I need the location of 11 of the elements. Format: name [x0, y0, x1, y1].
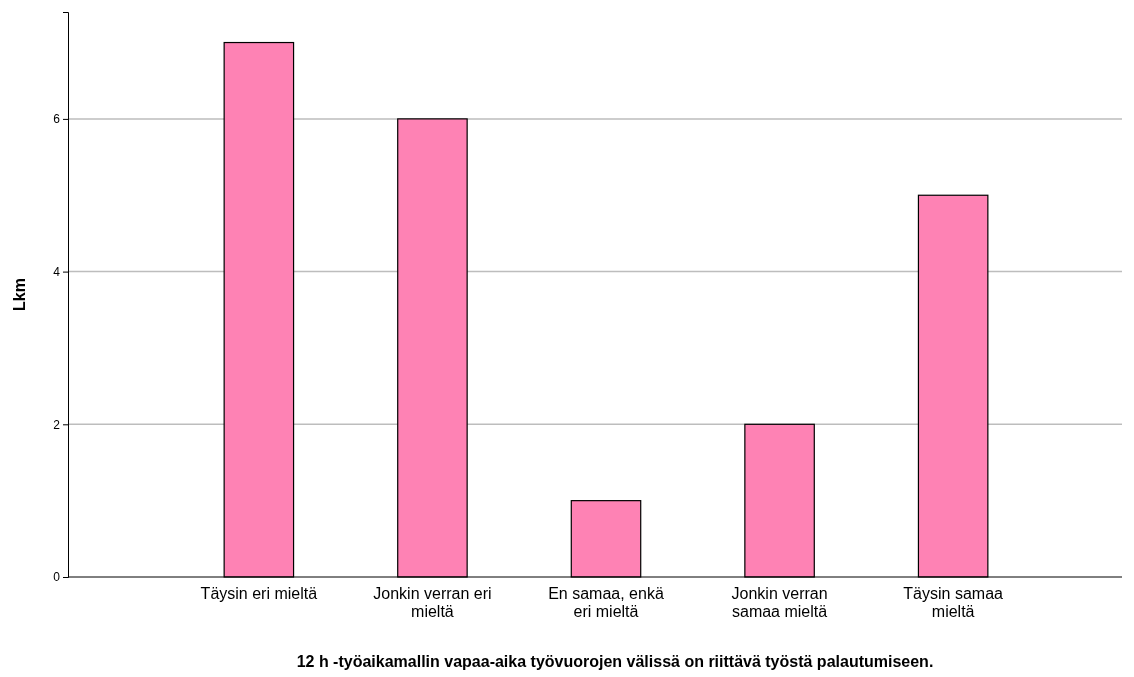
x-tick-label: Täysin samaa mieltä: [903, 585, 1004, 620]
y-tick-label: 0: [53, 570, 61, 585]
x-tick-label: En samaa, enkä eri mieltä: [548, 585, 664, 620]
y-axis-title: Lkm: [11, 278, 28, 311]
x-axis-title: 12 h -työaikamallin vapaa-aika työvuorojen välissä on riittävä työstä palautumiseen.: [296, 653, 934, 670]
y-tick-label: 4: [53, 264, 61, 279]
x-tick-label: Täysin eri mieltä: [200, 585, 318, 602]
y-tick-label: 2: [53, 417, 61, 432]
y-tick-label: 6: [53, 112, 61, 127]
x-tick-label: Jonkin verran samaa mieltä: [731, 585, 828, 620]
x-tick-label: Jonkin verran eri mieltä: [373, 585, 492, 620]
